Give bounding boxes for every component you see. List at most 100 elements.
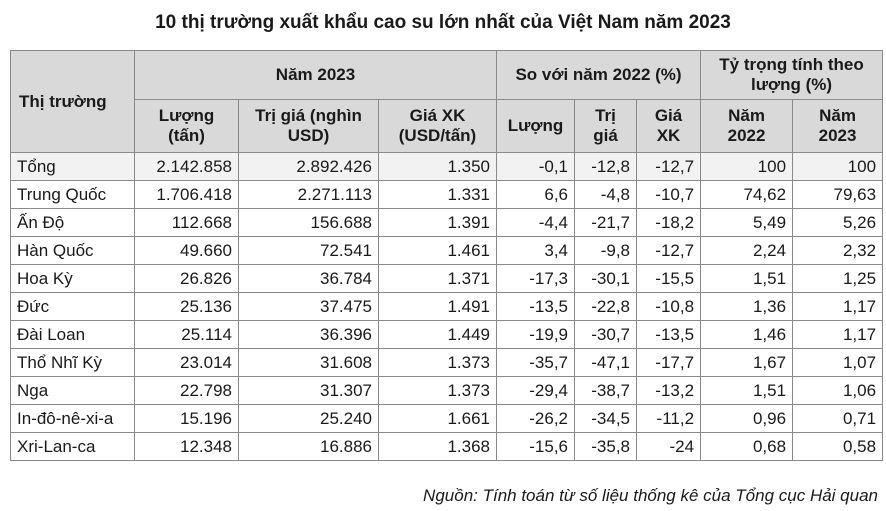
header-group-compare: So với năm 2022 (%): [495, 50, 702, 100]
table-row: Hoa Kỳ 26.826 36.784 1.371 -17,3 -30,1 -…: [10, 264, 884, 293]
cell-volume: 25.136: [134, 292, 239, 321]
cell-cmp-volume: -17,3: [496, 264, 575, 293]
cell-cmp-volume: -19,9: [496, 320, 575, 349]
cell-price: 1.331: [378, 180, 497, 209]
cell-value: 37.475: [238, 292, 379, 321]
cell-cmp-price: -13,5: [635, 320, 702, 349]
cell-price: 1.461: [378, 236, 497, 265]
cell-market: Đài Loan: [10, 320, 135, 349]
cell-cmp-volume: -35,7: [496, 348, 575, 377]
cell-volume: 49.660: [134, 236, 239, 265]
cell-cmp-value: -47,1: [574, 348, 637, 377]
cell-share-2023: 2,32: [792, 236, 884, 265]
header-group-2023: Năm 2023: [134, 50, 497, 100]
cell-market: Đức: [10, 292, 135, 321]
cell-share-2022: 0,68: [700, 432, 794, 461]
cell-cmp-volume: -4,4: [496, 208, 575, 237]
cell-cmp-value: -4,8: [574, 180, 637, 209]
header-price: Giá XK (USD/tấn): [378, 99, 497, 153]
cell-market: Ấn Độ: [10, 208, 135, 237]
cell-cmp-price: -18,2: [635, 208, 702, 237]
cell-share-2022: 74,62: [700, 180, 794, 209]
table-row: Hàn Quốc 49.660 72.541 1.461 3,4 -9,8 -1…: [10, 236, 884, 265]
cell-market: Hàn Quốc: [10, 236, 135, 265]
table-title: 10 thị trường xuất khẩu cao su lớn nhất …: [155, 12, 731, 33]
table-row: Đức 25.136 37.475 1.491 -13,5 -22,8 -10,…: [10, 292, 884, 321]
header-volume: Lượng (tấn): [134, 99, 239, 153]
cell-market: Nga: [10, 376, 135, 405]
cell-share-2022: 1,36: [700, 292, 794, 321]
cell-price: 1.350: [378, 152, 497, 181]
cell-volume: 26.826: [134, 264, 239, 293]
table-row: Xri-Lan-ca 12.348 16.886 1.368 -15,6 -35…: [10, 432, 884, 461]
source-note: Nguồn: Tính toán từ số liệu thống kê của…: [423, 486, 878, 505]
cell-value: 156.688: [238, 208, 379, 237]
cell-price: 1.373: [378, 348, 497, 377]
header-share-2022: Năm 2022: [700, 99, 794, 153]
cell-volume: 25.114: [134, 320, 239, 349]
cell-cmp-price: -12,7: [635, 152, 702, 181]
cell-price: 1.368: [378, 432, 497, 461]
cell-volume: 2.142.858: [134, 152, 239, 181]
cell-price: 1.661: [378, 404, 497, 433]
table-row: Thổ Nhĩ Kỳ 23.014 31.608 1.373 -35,7 -47…: [10, 348, 884, 377]
cell-cmp-value: -34,5: [574, 404, 637, 433]
cell-value: 25.240: [238, 404, 379, 433]
table-row: In-đô-nê-xi-a 15.196 25.240 1.661 -26,2 …: [10, 404, 884, 433]
header-cmp-volume: Lượng: [496, 99, 575, 153]
cell-cmp-value: -22,8: [574, 292, 637, 321]
header-cmp-value: Trị giá: [574, 99, 637, 153]
header-share-2023: Năm 2023: [792, 99, 884, 153]
cell-value: 31.608: [238, 348, 379, 377]
cell-cmp-price: -13,2: [635, 376, 702, 405]
table-row: Ấn Độ 112.668 156.688 1.391 -4,4 -21,7 -…: [10, 208, 884, 237]
cell-share-2022: 2,24: [700, 236, 794, 265]
cell-cmp-volume: -13,5: [496, 292, 575, 321]
cell-cmp-value: -21,7: [574, 208, 637, 237]
cell-market: Thổ Nhĩ Kỳ: [10, 348, 135, 377]
cell-share-2023: 1,25: [792, 264, 884, 293]
cell-cmp-value: -30,1: [574, 264, 637, 293]
cell-share-2022: 0,96: [700, 404, 794, 433]
header-value: Trị giá (nghìn USD): [238, 99, 379, 153]
cell-cmp-price: -24: [635, 432, 702, 461]
cell-cmp-price: -10,8: [635, 292, 702, 321]
cell-volume: 22.798: [134, 376, 239, 405]
cell-share-2022: 1,46: [700, 320, 794, 349]
cell-price: 1.449: [378, 320, 497, 349]
cell-value: 2.892.426: [238, 152, 379, 181]
cell-share-2022: 100: [700, 152, 794, 181]
cell-cmp-value: -12,8: [574, 152, 637, 181]
cell-cmp-volume: -15,6: [496, 432, 575, 461]
cell-market: In-đô-nê-xi-a: [10, 404, 135, 433]
cell-price: 1.371: [378, 264, 497, 293]
cell-share-2022: 5,49: [700, 208, 794, 237]
cell-share-2023: 0,58: [792, 432, 884, 461]
cell-share-2022: 1,51: [700, 376, 794, 405]
cell-price: 1.391: [378, 208, 497, 237]
cell-share-2023: 1,17: [792, 292, 884, 321]
cell-share-2023: 1,06: [792, 376, 884, 405]
cell-cmp-volume: -0,1: [496, 152, 575, 181]
cell-share-2023: 100: [792, 152, 884, 181]
table-row: Đài Loan 25.114 36.396 1.449 -19,9 -30,7…: [10, 320, 884, 349]
cell-value: 31.307: [238, 376, 379, 405]
cell-share-2023: 0,71: [792, 404, 884, 433]
cell-cmp-price: -17,7: [635, 348, 702, 377]
cell-value: 16.886: [238, 432, 379, 461]
export-table: Thị trường Năm 2023 So với năm 2022 (%) …: [10, 50, 884, 461]
header-market: Thị trường: [10, 50, 135, 153]
cell-cmp-volume: 6,6: [496, 180, 575, 209]
cell-share-2023: 79,63: [792, 180, 884, 209]
cell-market: Tổng: [10, 152, 135, 181]
table-row: Trung Quốc 1.706.418 2.271.113 1.331 6,6…: [10, 180, 884, 209]
cell-share-2022: 1,67: [700, 348, 794, 377]
cell-volume: 1.706.418: [134, 180, 239, 209]
header-cmp-price: Giá XK: [635, 99, 702, 153]
cell-cmp-volume: -26,2: [496, 404, 575, 433]
cell-market: Trung Quốc: [10, 180, 135, 209]
cell-cmp-price: -12,7: [635, 236, 702, 265]
cell-cmp-value: -30,7: [574, 320, 637, 349]
cell-share-2022: 1,51: [700, 264, 794, 293]
cell-volume: 15.196: [134, 404, 239, 433]
